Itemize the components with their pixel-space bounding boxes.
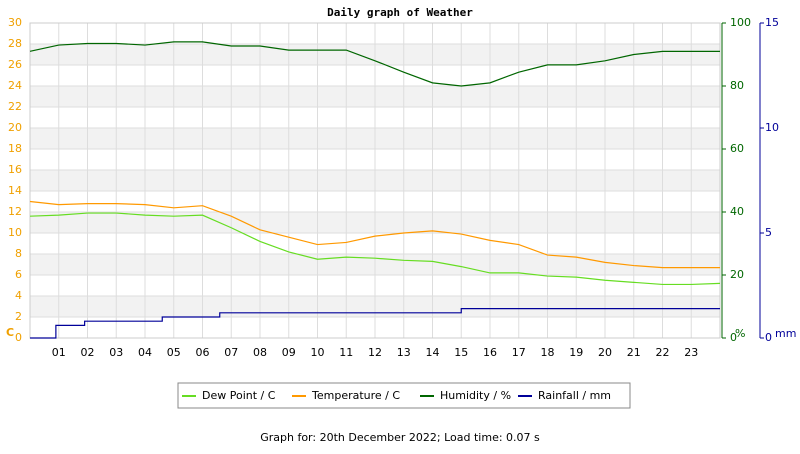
x-tick-label: 05 bbox=[167, 346, 181, 359]
y-tick-label: 8 bbox=[15, 247, 22, 260]
y-tick-label: 28 bbox=[8, 37, 22, 50]
legend-label: Humidity / % bbox=[440, 389, 511, 402]
y-tick-label: 0 bbox=[730, 331, 737, 344]
x-tick-label: 11 bbox=[339, 346, 353, 359]
y-tick-label: 100 bbox=[730, 16, 751, 29]
y-tick-label: 4 bbox=[15, 289, 22, 302]
x-tick-label: 02 bbox=[81, 346, 95, 359]
y-tick-label: 24 bbox=[8, 79, 22, 92]
x-tick-label: 01 bbox=[52, 346, 66, 359]
plot-border bbox=[29, 22, 721, 339]
series-line bbox=[29, 41, 720, 87]
series-line bbox=[29, 200, 720, 269]
chart-title: Daily graph of Weather bbox=[327, 6, 473, 19]
x-tick-label: 04 bbox=[138, 346, 152, 359]
y-tick-label: 0 bbox=[15, 331, 22, 344]
x-tick-label: 23 bbox=[684, 346, 698, 359]
y-tick-label: 60 bbox=[730, 142, 744, 155]
x-tick-label: 07 bbox=[224, 346, 238, 359]
y-tick-label: 80 bbox=[730, 79, 744, 92]
y-tick-label: 16 bbox=[8, 163, 22, 176]
x-tick-label: 15 bbox=[454, 346, 468, 359]
x-tick-label: 20 bbox=[598, 346, 612, 359]
y-tick-label: 10 bbox=[8, 226, 22, 239]
y-tick-label: 18 bbox=[8, 142, 22, 155]
y-tick-label: 26 bbox=[8, 58, 22, 71]
x-tick-label: 22 bbox=[656, 346, 670, 359]
y-tick-label: 15 bbox=[765, 16, 779, 29]
legend-label: Dew Point / C bbox=[202, 389, 276, 402]
y-tick-label: 10 bbox=[765, 121, 779, 134]
legend-label: Temperature / C bbox=[311, 389, 400, 402]
y-tick-label: 22 bbox=[8, 100, 22, 113]
y-tick-label: 14 bbox=[8, 184, 22, 197]
y-tick-label: 2 bbox=[15, 310, 22, 323]
x-tick-label: 16 bbox=[483, 346, 497, 359]
y-tick-label: 40 bbox=[730, 205, 744, 218]
x-tick-label: 14 bbox=[426, 346, 440, 359]
series-line bbox=[29, 212, 721, 286]
x-tick-label: 18 bbox=[541, 346, 555, 359]
legend-box bbox=[177, 382, 631, 409]
x-tick-label: 19 bbox=[569, 346, 583, 359]
axis-unit: % bbox=[735, 327, 745, 340]
legend-label: Rainfall / mm bbox=[538, 389, 611, 402]
x-tick-label: 13 bbox=[397, 346, 411, 359]
y-tick-label: 0 bbox=[765, 331, 772, 344]
y-tick-label: 30 bbox=[8, 16, 22, 29]
x-tick-label: 12 bbox=[368, 346, 382, 359]
x-tick-label: 10 bbox=[311, 346, 325, 359]
y-tick-label: 5 bbox=[765, 226, 772, 239]
y-tick-label: 20 bbox=[8, 121, 22, 134]
y-tick-label: 6 bbox=[15, 268, 22, 281]
x-tick-label: 03 bbox=[109, 346, 123, 359]
x-tick-label: 06 bbox=[196, 346, 210, 359]
x-tick-label: 17 bbox=[512, 346, 526, 359]
y-tick-label: 20 bbox=[730, 268, 744, 281]
x-tick-label: 08 bbox=[253, 346, 267, 359]
x-tick-label: 21 bbox=[627, 346, 641, 359]
x-tick-label: 09 bbox=[282, 346, 296, 359]
axis-unit: C bbox=[6, 326, 14, 339]
y-tick-label: 12 bbox=[8, 205, 22, 218]
axis-unit: mm bbox=[775, 327, 796, 340]
footer: Graph for: 20th December 2022; Load time… bbox=[260, 431, 540, 444]
series-line bbox=[30, 308, 720, 339]
